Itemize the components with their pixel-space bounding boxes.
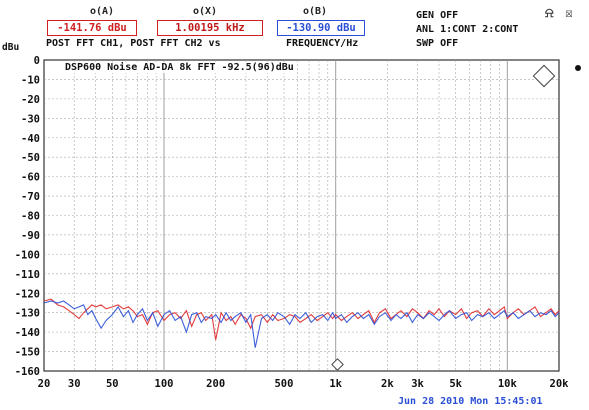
speaker-icon[interactable]: ⍾ bbox=[545, 6, 554, 21]
cursor-marker-dot bbox=[575, 65, 581, 71]
x-tick-label: 1k bbox=[329, 378, 342, 390]
y-tick-label: -40 bbox=[21, 133, 40, 145]
y-tick-label: -50 bbox=[21, 152, 40, 164]
cursor-b-readout[interactable]: -130.90 dBu bbox=[277, 20, 365, 36]
sweep-status: SWP OFF bbox=[416, 38, 459, 49]
x-tick-label: 500 bbox=[274, 378, 293, 390]
x-tick-label: 50 bbox=[106, 378, 119, 390]
x-tick-label: 5k bbox=[449, 378, 462, 390]
x-tick-label: 20k bbox=[550, 378, 570, 390]
y-tick-label: -80 bbox=[21, 211, 40, 223]
x-tick-label: 10k bbox=[498, 378, 518, 390]
y-tick-label: -130 bbox=[15, 308, 40, 320]
series-layer bbox=[43, 298, 560, 348]
mute-icon[interactable]: ☒ bbox=[565, 6, 573, 21]
series-line-2 bbox=[43, 300, 560, 348]
grid-layer bbox=[43, 59, 560, 372]
axis-layer: 0 -10 -20 -30 -40 -50 -60 -70 -80 -90 -100 -110 -120… bbox=[15, 55, 569, 390]
y-tick-label: -120 bbox=[15, 288, 40, 300]
series-line-1 bbox=[43, 298, 560, 341]
y-tick-label: -10 bbox=[21, 74, 40, 86]
cursor-b-label: o(B) bbox=[303, 6, 328, 17]
y-tick-label: 0 bbox=[34, 55, 40, 67]
plot-title: DSP600 Noise AD-DA 8k FFT -92.5(96)dBu bbox=[63, 62, 296, 73]
x-tick-label: 200 bbox=[206, 378, 225, 390]
cursor-a-label: o(A) bbox=[90, 6, 115, 17]
y-tick-label: -90 bbox=[21, 230, 40, 242]
cursor-x-label: o(X) bbox=[193, 6, 218, 17]
trace-description: POST FFT CH1, POST FFT CH2 vs bbox=[46, 38, 221, 49]
y-tick-label: -160 bbox=[15, 366, 40, 378]
x-tick-label: 30 bbox=[68, 378, 81, 390]
y-unit-label: dBu bbox=[2, 42, 20, 53]
x-axis-quantity: FREQUENCY/Hz bbox=[286, 38, 359, 49]
x-tick-label: 20 bbox=[38, 378, 51, 390]
y-tick-label: -140 bbox=[15, 327, 40, 339]
x-tick-label: 2k bbox=[381, 378, 394, 390]
y-tick-label: -110 bbox=[15, 269, 40, 281]
generator-status: GEN OFF bbox=[416, 10, 459, 21]
cursor-x-readout[interactable]: 1.00195 kHz bbox=[157, 20, 263, 36]
y-tick-label: -20 bbox=[21, 94, 40, 106]
x-tick-label: 3k bbox=[411, 378, 424, 390]
x-tick-label: 100 bbox=[155, 378, 174, 390]
timestamp: Jun 28 2010 Mon 15:45:01 bbox=[398, 396, 543, 407]
cursor-a-readout[interactable]: -141.76 dBu bbox=[47, 20, 137, 36]
analyzer-status: ANL 1:CONT 2:CONT bbox=[416, 24, 519, 35]
y-tick-label: -70 bbox=[21, 191, 40, 203]
y-tick-label: -60 bbox=[21, 172, 40, 184]
y-tick-label: -100 bbox=[15, 249, 40, 261]
y-tick-label: -150 bbox=[15, 347, 40, 359]
y-tick-label: -30 bbox=[21, 113, 40, 125]
